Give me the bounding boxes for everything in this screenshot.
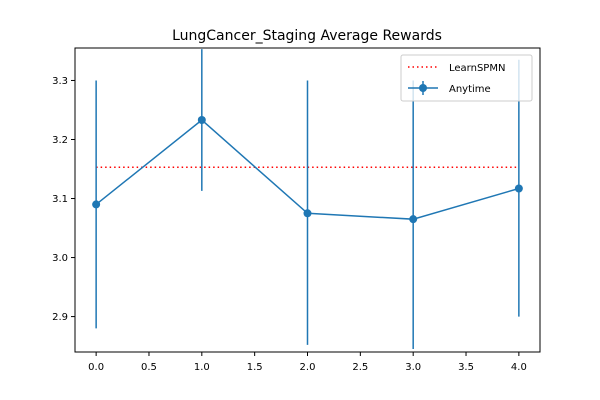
x-tick-label: 1.5: [247, 362, 263, 373]
legend-label-learnspmn: LearnSPMN: [449, 63, 505, 74]
series-anytime-point: [303, 209, 312, 218]
chart-title: LungCancer_Staging Average Rewards: [172, 28, 442, 44]
x-tick-label: 2.5: [352, 362, 368, 373]
legend-frame: [400, 54, 533, 102]
x-tick-label: 0.5: [141, 362, 157, 373]
x-tick-label: 3.5: [458, 362, 474, 373]
x-tick-label: 0.0: [88, 362, 104, 373]
y-tick-label: 3.3: [52, 76, 68, 87]
x-tick-label: 2.0: [300, 362, 316, 373]
y-tick-label: 2.9: [52, 312, 68, 323]
plot-area: 0.0 0.5 1.0 1.5 2.0 2.5 3.0 3.5 4.0 2.9 3.0 3.1 3.2 3…: [52, 47, 541, 373]
legend-swatch-anytime-marker: [419, 84, 427, 92]
y-tick-label: 3.1: [52, 194, 68, 205]
x-tick-label: 1.0: [194, 362, 210, 373]
series-anytime-point: [92, 200, 101, 209]
series-anytime-point: [514, 184, 523, 193]
y-tick-label: 3.0: [52, 253, 68, 264]
series-anytime-point: [197, 116, 206, 125]
legend-label-anytime: Anytime: [449, 84, 491, 95]
x-tick-label: 3.0: [405, 362, 421, 373]
x-tick-label: 4.0: [511, 362, 527, 373]
y-tick-label: 3.2: [52, 135, 68, 146]
legend: LearnSPMN Anytime: [400, 54, 533, 102]
series-anytime-point: [409, 215, 418, 224]
